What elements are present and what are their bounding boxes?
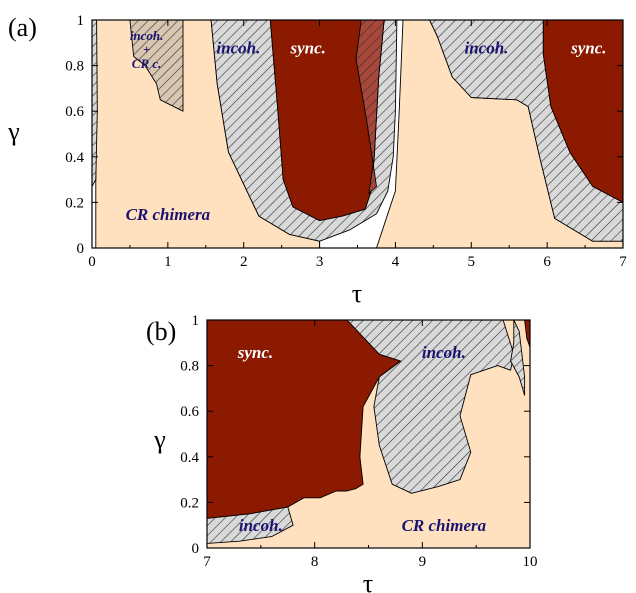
x-tick-label-a-3: 3 [316,254,324,270]
panel-a: (a) CR chimera incoh. incoh. sync. sync. inco… [7,13,627,308]
y-axis-label-b: γ [153,425,166,454]
panel-b-label: (b) [146,317,176,346]
x-tick-label-a-5: 5 [468,254,476,270]
region-incoh-b-3-0 [207,506,294,544]
x-tick-label-a-7: 7 [619,254,627,270]
y-tick-label-a-4: 0.8 [65,59,84,75]
y-tick-label-b-2: 0.4 [180,450,199,466]
y-tick-label-a-1: 0.2 [65,195,84,211]
panel-b: (b) CR chimera sync. incoh. incoh. 7 8 9 10 0 0.2… [146,313,538,593]
x-tick-label-a-6: 6 [543,254,551,270]
region-label-a-3: sync. [289,38,325,57]
x-tick-label-a-0: 0 [88,254,96,270]
y-tick-label-a-3: 0.6 [65,104,84,120]
regions-b [207,320,530,548]
region-sync-hatched-a-6-0 [355,20,385,194]
region-mixed-a-5-0 [129,20,184,112]
regions-a [92,20,623,248]
y-tick-label-b-5: 1 [192,313,200,329]
x-tick-label-b-2: 9 [419,554,427,570]
region-incoh-b-2-0 [346,320,515,494]
region-incoh-a-1-0 [92,20,98,187]
y-tick-label-b-0: 0 [192,541,200,557]
region-label-b-1: sync. [237,343,273,362]
x-tick-label-b-0: 7 [203,554,211,570]
region-sync-b-5-0 [524,320,530,348]
region-label-a-1: incoh. [216,38,260,57]
region-label-b-2: incoh. [422,343,466,362]
region-sync-a-4-0 [542,20,623,203]
x-axis-label-a: τ [352,279,362,308]
x-tick-label-b-3: 10 [523,554,538,570]
x-axis-label-b: τ [363,569,373,593]
region-label-a-5-line-2: CR c. [132,56,162,71]
panel-a-label: (a) [8,13,37,42]
region-label-a-2: incoh. [464,38,508,57]
region-label-a-5-line-0: incoh. [130,28,164,43]
region-label-b-0: CR chimera [402,516,487,535]
y-axis-label-a: γ [7,117,20,146]
y-tick-label-b-4: 0.8 [180,359,199,375]
x-tick-label-a-2: 2 [240,254,248,270]
y-tick-label-b-3: 0.6 [180,404,199,420]
y-tick-label-a-5: 1 [77,13,85,29]
region-label-a-5-line-1: + [143,42,150,57]
region-incoh-b-4-0 [510,320,526,396]
x-tick-label-a-4: 4 [392,254,400,270]
x-tick-label-a-1: 1 [164,254,172,270]
y-tick-label-b-1: 0.2 [180,495,199,511]
x-tick-label-b-1: 8 [311,554,319,570]
region-label-a-0: CR chimera [126,205,211,224]
region-label-b-3: incoh. [239,516,283,535]
region-label-a-4: sync. [570,38,606,57]
y-tick-label-a-2: 0.4 [65,150,84,166]
y-tick-label-a-0: 0 [77,241,85,257]
